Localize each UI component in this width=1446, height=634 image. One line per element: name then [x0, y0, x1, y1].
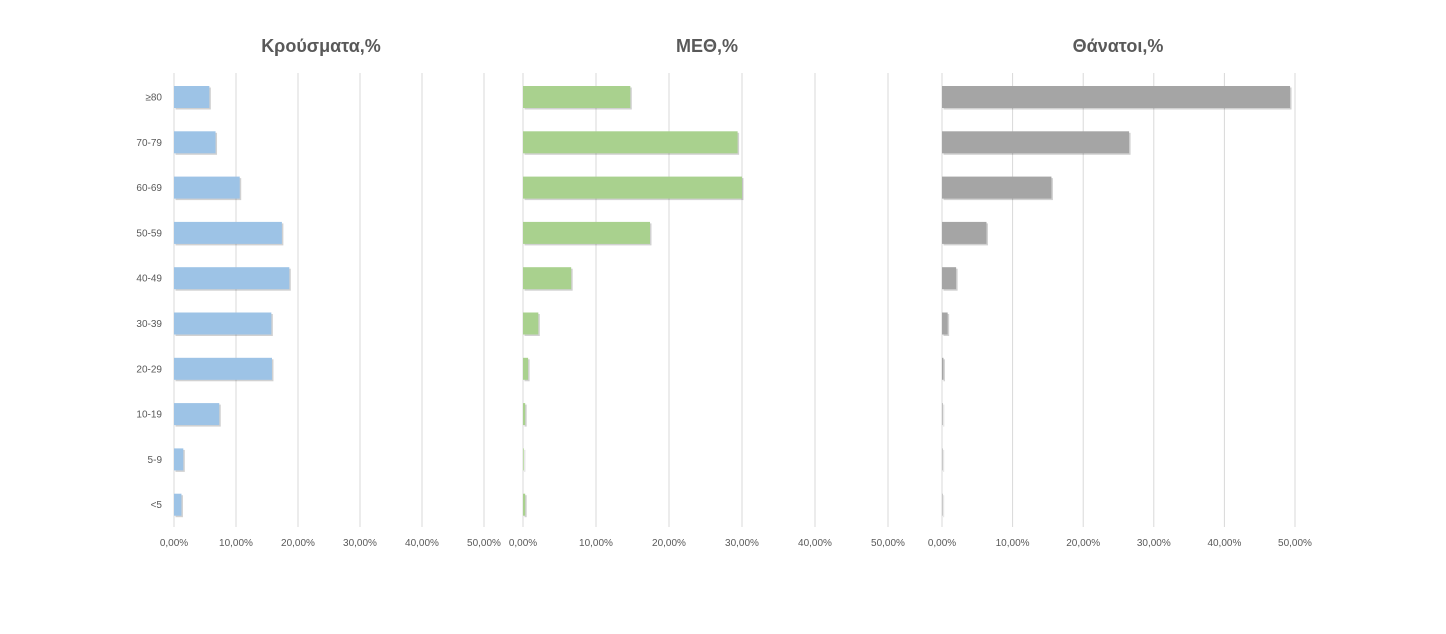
bar-40-49 [174, 267, 290, 290]
category-label: ≥80 [145, 93, 162, 104]
category-label: 40-49 [136, 274, 162, 285]
bar-40-49 [523, 267, 572, 290]
bar-≥80 [942, 86, 1291, 108]
bar-70-79 [942, 131, 1130, 154]
bar-<5 [942, 493, 943, 516]
x-tick-label: 40,00% [798, 538, 832, 549]
category-label: 70-79 [136, 138, 162, 149]
bar-<5 [523, 493, 526, 516]
category-label: 20-29 [136, 364, 162, 375]
panel-title: ΜΕΘ,% [676, 36, 738, 56]
chart-panel-0: Κρούσματα,% 0,00% 10,00% 20,00% 30,00% 40,00%… [136, 36, 501, 549]
x-tick-label: 30,00% [725, 538, 759, 549]
bar-70-79 [523, 131, 738, 154]
x-tick-label: 50,00% [467, 538, 501, 549]
x-tick-label: 0,00% [928, 538, 956, 549]
bar-shadow [943, 495, 945, 518]
bar-70-79 [174, 131, 216, 154]
x-tick-label: 40,00% [1207, 538, 1241, 549]
bar-<5 [174, 493, 182, 516]
bar-10-19 [942, 403, 943, 426]
chart-panel-2: Θάνατοι,% 0,00% 10,00% 20,00% 30,00% 40,00% 50… [928, 36, 1312, 549]
bar-60-69 [942, 176, 1052, 199]
bar-40-49 [942, 267, 957, 290]
bar-≥80 [174, 86, 210, 108]
bar-≥80 [523, 86, 631, 108]
x-tick-label: 10,00% [219, 538, 253, 549]
bar-shadow [524, 449, 526, 472]
x-tick-label: 10,00% [996, 538, 1030, 549]
bar-30-39 [942, 312, 948, 335]
bar-50-59 [942, 221, 987, 244]
category-label: 60-69 [136, 183, 162, 194]
x-tick-label: 50,00% [871, 538, 905, 549]
x-tick-label: 0,00% [160, 538, 188, 549]
bar-5-9 [942, 448, 943, 471]
category-label: 30-39 [136, 319, 162, 330]
bar-5-9 [174, 448, 184, 471]
x-tick-label: 20,00% [1066, 538, 1100, 549]
bar-5-9 [523, 448, 524, 471]
category-label: 50-59 [136, 228, 162, 239]
bar-50-59 [174, 221, 282, 244]
bar-60-69 [523, 176, 742, 199]
bar-30-39 [174, 312, 272, 335]
bar-20-29 [942, 357, 944, 380]
x-tick-label: 20,00% [281, 538, 315, 549]
x-tick-label: 20,00% [652, 538, 686, 549]
bar-shadow [943, 449, 945, 472]
x-tick-label: 0,00% [509, 538, 537, 549]
x-tick-label: 50,00% [1278, 538, 1312, 549]
bar-shadow [943, 359, 945, 382]
x-tick-label: 30,00% [343, 538, 377, 549]
bar-30-39 [523, 312, 539, 335]
category-label: <5 [151, 500, 163, 511]
bar-shadow [524, 404, 527, 427]
bar-50-59 [523, 221, 651, 244]
bar-10-19 [174, 403, 220, 426]
chart-panel-1: ΜΕΘ,% 0,00% 10,00% 20,00% 30,00% 40,00% 50,00% [509, 36, 905, 549]
bar-shadow [524, 495, 527, 518]
category-label: 5-9 [148, 455, 163, 466]
bar-20-29 [174, 357, 272, 380]
x-tick-label: 40,00% [405, 538, 439, 549]
bar-20-29 [523, 357, 529, 380]
x-tick-label: 10,00% [579, 538, 613, 549]
bar-60-69 [174, 176, 240, 199]
category-label: 10-19 [136, 410, 162, 421]
panel-title: Θάνατοι,% [1073, 36, 1164, 56]
x-tick-label: 30,00% [1137, 538, 1171, 549]
bar-10-19 [523, 403, 526, 426]
bar-shadow [943, 404, 945, 427]
panel-title: Κρούσματα,% [261, 36, 381, 56]
